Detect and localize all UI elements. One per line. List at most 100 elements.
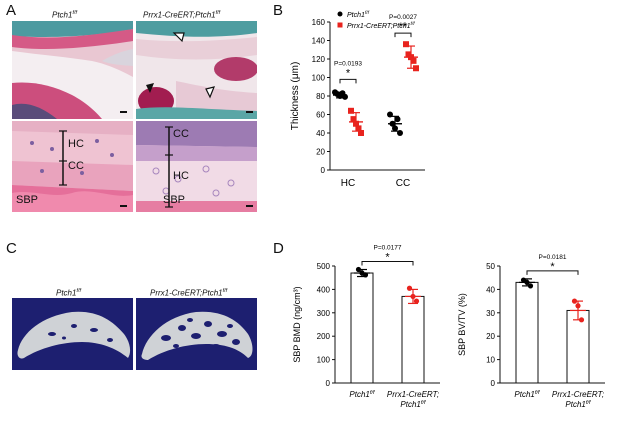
microct-image-left <box>12 298 133 370</box>
data-point <box>571 298 578 304</box>
sbp-bmd-bar-chart: 0 100 200 300 400 500 SBP BMD (ng/cm³) Ptch1f/f… <box>292 245 440 409</box>
significance-stars: * <box>346 67 351 79</box>
data-point <box>362 272 369 278</box>
bar <box>515 281 539 384</box>
zone-label-hc-right: HC <box>173 170 189 182</box>
data-point <box>342 93 348 100</box>
y-tick-label: 40 <box>316 129 325 138</box>
y-axis-label: Thickness (μm) <box>290 62 301 131</box>
zone-label-cc-left: CC <box>68 160 84 172</box>
x-tick-label: HC <box>341 178 355 189</box>
bar <box>566 309 590 384</box>
significance-stars: * <box>550 261 555 273</box>
x-tick-label: Prrx1-CreERT; <box>552 390 604 399</box>
bar <box>401 295 425 384</box>
panel-a-header-left: Ptch1f/f <box>52 10 78 20</box>
significance-bracket <box>361 261 414 266</box>
x-tick-label: Ptch1f/f <box>400 400 427 409</box>
y-tick-label: 140 <box>312 37 326 46</box>
zone-label-hc-left: HC <box>68 138 84 150</box>
y-tick-label: 80 <box>316 92 325 101</box>
data-point <box>397 130 403 136</box>
data-point <box>394 116 401 123</box>
histology-image-top-right <box>136 21 257 119</box>
y-tick-label: 30 <box>486 309 495 318</box>
panel-c-letter: C <box>6 240 17 257</box>
y-tick-label: 40 <box>486 285 495 294</box>
y-axis-label: SBP BMD (ng/cm³) <box>292 286 302 362</box>
significance-bracket <box>394 32 412 38</box>
microct-image-right <box>136 298 257 370</box>
panel-a-header-right: Prrx1-CreERT;Ptch1f/f <box>143 10 221 20</box>
zone-label-cc-right: CC <box>173 128 189 140</box>
bar <box>350 272 374 384</box>
x-tick-label: Prrx1-CreERT; <box>387 390 439 399</box>
data-point <box>578 317 585 323</box>
y-tick-label: 160 <box>312 18 326 27</box>
panel-c-header-left: Ptch1f/f <box>56 288 82 298</box>
p-value-label: P=0.0193 <box>334 60 362 67</box>
data-point <box>350 116 357 123</box>
y-tick-label: 20 <box>316 148 325 157</box>
data-point <box>389 120 396 127</box>
y-tick-label: 50 <box>486 262 495 271</box>
y-tick-label: 500 <box>317 262 331 271</box>
significance-stars: * <box>385 252 390 264</box>
y-tick-label: 10 <box>486 356 495 365</box>
legend-label: Prrx1-CreERT;Ptch1f/f <box>347 21 415 30</box>
data-point <box>527 283 534 289</box>
y-tick-label: 120 <box>312 55 326 64</box>
y-tick-label: 60 <box>316 111 325 120</box>
data-point <box>413 298 420 304</box>
data-point <box>355 266 362 273</box>
y-tick-label: 100 <box>317 356 331 365</box>
data-point <box>392 125 398 132</box>
y-axis-label: SBP BV/TV (%) <box>457 293 467 356</box>
y-tick-label: 400 <box>317 285 331 294</box>
x-tick-label: CC <box>396 178 410 189</box>
p-value-label: P=0.0181 <box>538 254 566 261</box>
y-tick-label: 300 <box>317 309 331 318</box>
p-value-label: P=0.0027 <box>389 14 417 21</box>
zone-label-sbp-left: SBP <box>16 194 39 206</box>
panel-a-letter: A <box>6 2 17 19</box>
significance-bracket <box>339 78 357 84</box>
legend-marker <box>337 22 343 28</box>
y-tick-label: 200 <box>317 332 331 341</box>
data-point <box>413 65 419 72</box>
legend-marker <box>337 11 343 17</box>
data-point <box>348 107 354 114</box>
data-point <box>575 303 581 309</box>
data-point <box>408 54 414 61</box>
histology-image-bottom-left <box>12 121 133 212</box>
y-tick-label: 100 <box>312 74 326 83</box>
data-point <box>355 125 362 132</box>
x-tick-label: Ptch1f/f <box>349 390 376 399</box>
zone-label-sbp-right: SBP <box>163 194 186 206</box>
panel-c-header-right: Prrx1-CreERT;Ptch1f/f <box>150 288 228 298</box>
p-value-label: P=0.0177 <box>373 245 401 252</box>
data-point <box>387 111 393 118</box>
histology-image-bottom-right <box>136 121 257 212</box>
y-tick-label: 0 <box>326 379 331 388</box>
data-point <box>358 130 364 136</box>
panel-d-letter: D <box>273 240 284 257</box>
y-tick-label: 20 <box>486 332 495 341</box>
y-tick-label: 0 <box>491 379 496 388</box>
x-tick-label: Ptch1f/f <box>565 400 592 409</box>
data-point <box>410 293 416 300</box>
data-point <box>406 285 413 291</box>
x-tick-label: Ptch1f/f <box>514 390 541 399</box>
panel-b-letter: B <box>273 2 284 19</box>
y-tick-label: 0 <box>321 166 326 175</box>
data-point <box>524 279 530 285</box>
histology-image-top-left <box>12 21 133 119</box>
legend-label: Ptch1f/f <box>347 10 370 19</box>
significance-stars: ** <box>399 21 408 33</box>
data-point <box>410 57 417 64</box>
data-point <box>353 120 359 127</box>
data-point <box>403 41 409 48</box>
thickness-scatter-chart: 0 20 40 60 80 100 120 140 160 Thickness (μm) HC CC *… <box>290 10 425 189</box>
significance-bracket <box>526 270 579 275</box>
